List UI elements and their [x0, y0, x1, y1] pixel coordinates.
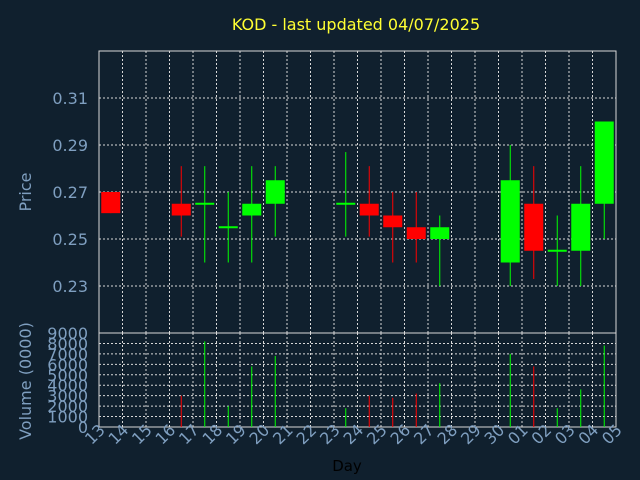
candle-body — [218, 226, 238, 229]
candle-body — [500, 180, 520, 263]
volume-tick-label: 2000 — [47, 397, 88, 416]
volume-tick-label: 8000 — [47, 334, 88, 353]
volume-axis-label: Volume (0000) — [16, 322, 35, 440]
price-tick-label: 0.25 — [52, 230, 88, 249]
x-tick-label: 05 — [598, 420, 626, 448]
price-tick-label: 0.31 — [52, 89, 88, 108]
volume-tick-label: 7000 — [47, 345, 88, 364]
volume-tick-label: 1000 — [47, 408, 88, 427]
price-tick-label: 0.27 — [52, 183, 88, 202]
candle-body — [383, 215, 403, 228]
candle-body — [101, 192, 121, 214]
candle-body — [171, 203, 191, 216]
candle-body — [406, 227, 426, 239]
volume-tick-label: 0 — [78, 418, 88, 437]
chart-title: KOD - last updated 04/07/2025 — [232, 15, 480, 34]
candle-body — [430, 227, 450, 239]
candle-body — [359, 203, 379, 216]
volume-panel-frame — [98, 332, 617, 428]
volume-tick-label: 5000 — [47, 366, 88, 385]
price-tick-label: 0.29 — [52, 136, 88, 155]
candle-body — [242, 203, 262, 216]
candle-body — [594, 121, 614, 204]
volume-tick-label: 3000 — [47, 387, 88, 406]
candle-body — [265, 180, 285, 204]
candle-body — [547, 249, 567, 252]
price-tick-label: 0.23 — [52, 277, 88, 296]
candle-body — [195, 202, 215, 205]
x-axis-label: Day — [332, 457, 362, 475]
candle-body — [336, 202, 356, 205]
volume-tick-label: 9000 — [47, 324, 88, 343]
volume-tick-label: 4000 — [47, 376, 88, 395]
candle-body — [571, 203, 591, 251]
candle-body — [524, 203, 544, 251]
price-axis-label: Price — [16, 172, 35, 211]
volume-tick-label: 6000 — [47, 355, 88, 374]
